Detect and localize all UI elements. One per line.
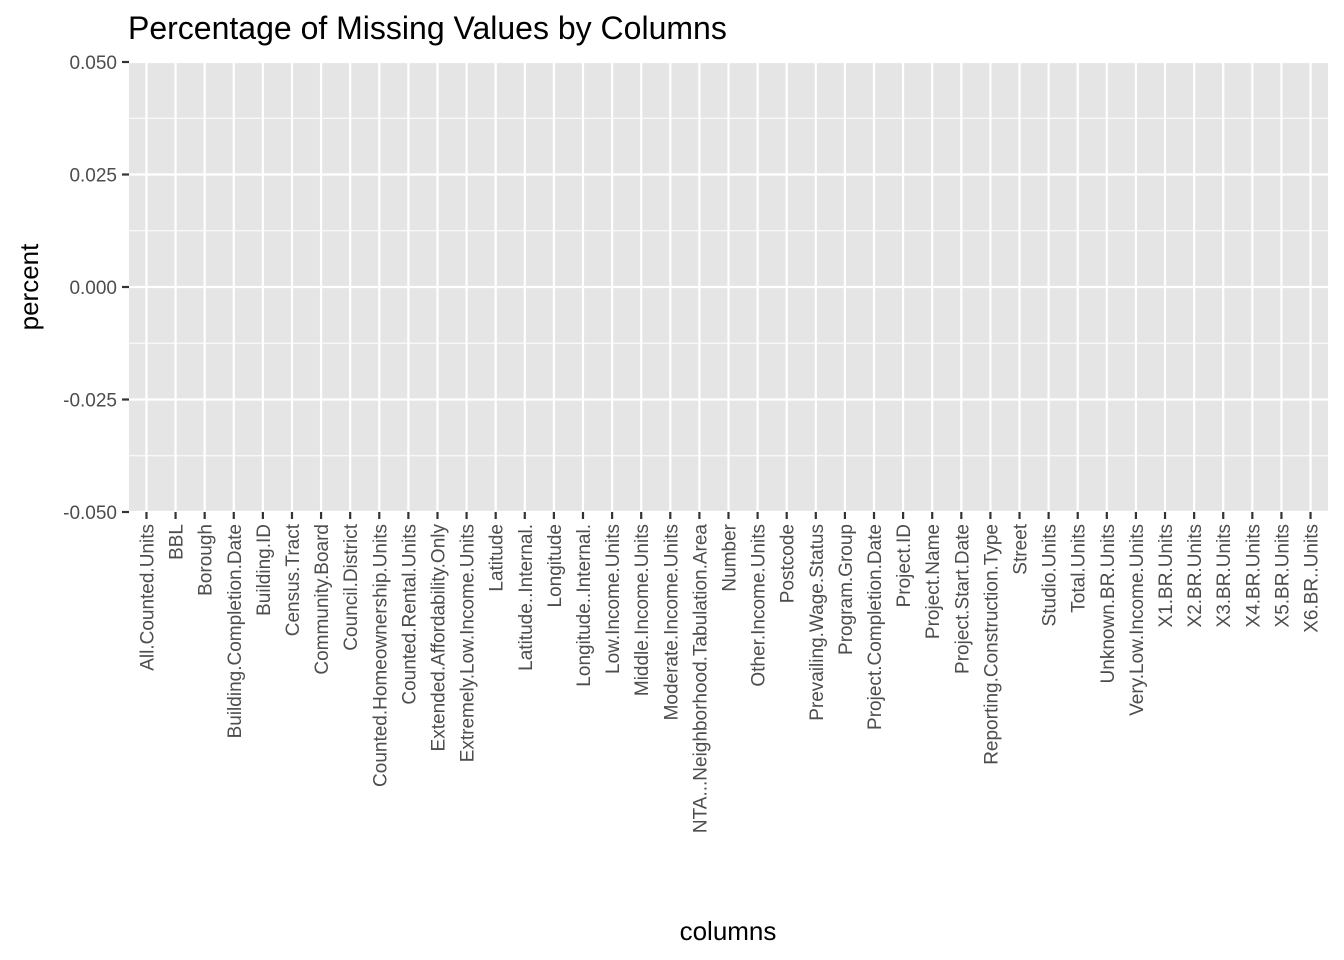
x-tick-label: Prevailing.Wage.Status	[807, 524, 828, 721]
y-tick-label: 0.025	[69, 166, 117, 187]
grid-major	[129, 60, 1328, 514]
x-tick-label: Other.Income.Units	[749, 524, 770, 687]
x-tick-label: Number	[720, 523, 741, 591]
y-tick-label: -0.050	[63, 503, 117, 524]
x-tick-label: Total.Units	[1069, 524, 1090, 613]
x-tick-label: Building.ID	[254, 524, 275, 616]
y-tick-label: -0.025	[63, 391, 117, 412]
x-tick-label: X4.BR.Units	[1243, 524, 1264, 627]
x-tick-label: Extended.Affordability.Only	[428, 524, 449, 752]
x-tick-label: Unknown.BR.Units	[1098, 524, 1119, 683]
x-tick-label: BBL	[167, 524, 188, 560]
x-tick-label: Project.Completion.Date	[865, 524, 886, 730]
x-tick-label: Street	[1011, 523, 1032, 574]
x-tick-label: X6.BR..Units	[1302, 524, 1323, 633]
x-tick-label: Program.Group	[836, 524, 857, 655]
chart-title: Percentage of Missing Values by Columns	[128, 10, 727, 46]
x-tick-label: Studio.Units	[1040, 524, 1061, 626]
x-tick-label: Community.Board	[312, 524, 333, 675]
x-tick-label: Latitude	[487, 524, 508, 592]
x-axis-title: columns	[680, 916, 777, 946]
x-tick-label: Low.Income.Units	[603, 524, 624, 674]
x-tick-label: X5.BR.Units	[1272, 524, 1293, 627]
x-tick-label: X2.BR.Units	[1185, 524, 1206, 627]
x-tick-label: Longitude..Internal.	[574, 524, 595, 687]
x-tick-label: X3.BR.Units	[1214, 524, 1235, 627]
x-axis: All.Counted.Units BBL Borough Building.Comp…	[137, 512, 1323, 834]
x-tick-label: X1.BR.Units	[1156, 524, 1177, 627]
x-tick-label: Middle.Income.Units	[632, 524, 653, 696]
x-tick-label: Project.Start.Date	[952, 524, 973, 674]
x-tick-label: Very.Low.Income.Units	[1127, 524, 1148, 716]
x-tick-label: Counted.Rental.Units	[399, 524, 420, 705]
x-tick-label: NTA...Neighborhood.Tabulation.Area	[690, 524, 711, 834]
y-tick-label: 0.000	[69, 278, 117, 299]
x-tick-label: Moderate.Income.Units	[661, 524, 682, 720]
x-tick-label: All.Counted.Units	[137, 524, 158, 671]
x-tick-label: Longitude	[545, 524, 566, 607]
x-tick-label: Counted.Homeownership.Units	[370, 524, 391, 787]
x-tick-label: Latitude..Internal.	[516, 524, 537, 671]
x-tick-label: Borough	[196, 524, 217, 596]
x-tick-label: Extremely.Low.Income.Units	[458, 524, 479, 762]
x-tick-label: Project.ID	[894, 524, 915, 607]
y-tick-label: 0.050	[69, 53, 117, 74]
y-axis: 0.050 0.025 0.000 -0.025 -0.050	[63, 53, 129, 524]
x-tick-label: Census.Tract	[283, 523, 304, 636]
x-tick-label: Building.Completion.Date	[225, 524, 246, 738]
x-tick-label: Reporting.Construction.Type	[981, 524, 1002, 765]
x-tick-label: Project.Name	[923, 524, 944, 639]
y-axis-title: percent	[14, 243, 44, 330]
x-tick-label: Postcode	[778, 524, 799, 603]
x-tick-label: Council.District	[341, 523, 362, 650]
